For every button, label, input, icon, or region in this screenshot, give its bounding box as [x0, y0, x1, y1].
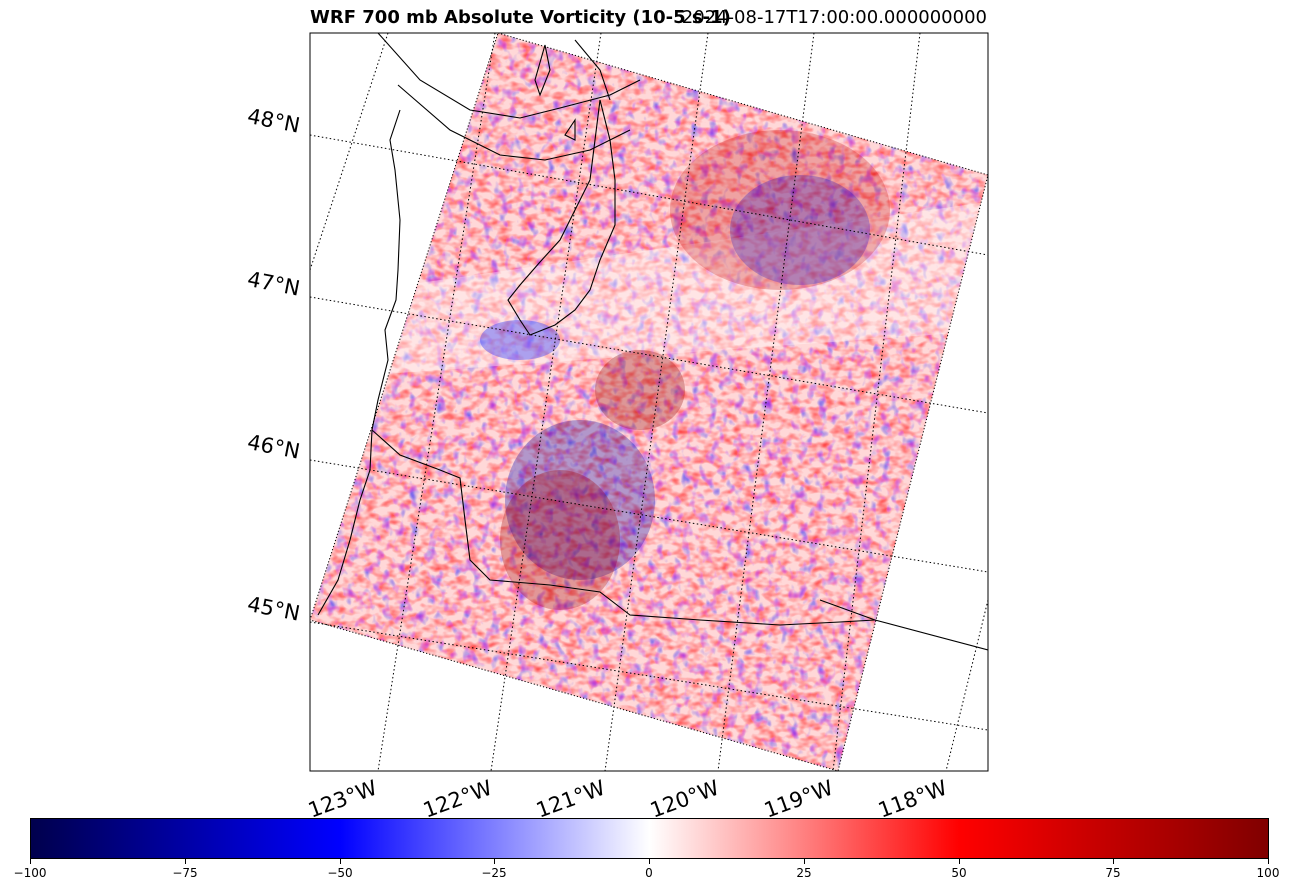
colorbar-tick-label: 25 [796, 866, 812, 880]
colorbar [30, 818, 1269, 859]
colorbar-tick-label: −50 [327, 866, 353, 880]
longitude-gridlines [310, 33, 988, 771]
coastlines [317, 33, 988, 651]
colorbar-tick-label: 0 [645, 866, 653, 880]
map-title: WRF 700 mb Absolute Vorticity (10-5 s-1) [310, 7, 731, 28]
colorbar-tick-label: −25 [481, 866, 507, 880]
map-valid-time: 2024-08-17T17:00:00.000000000 [681, 7, 987, 28]
latitude-gridlines [310, 134, 988, 731]
colorbar-tick-label: −75 [172, 866, 198, 880]
colorbar-gradient [30, 818, 1269, 859]
colorbar-tick-label: 50 [951, 866, 967, 880]
colorbar-tick-label: 100 [1256, 866, 1280, 880]
colorbar-tick-label: −100 [13, 866, 47, 880]
vorticity-field [310, 33, 988, 771]
colorbar-tick-label: 75 [1105, 866, 1121, 880]
map-frame [309, 32, 989, 772]
